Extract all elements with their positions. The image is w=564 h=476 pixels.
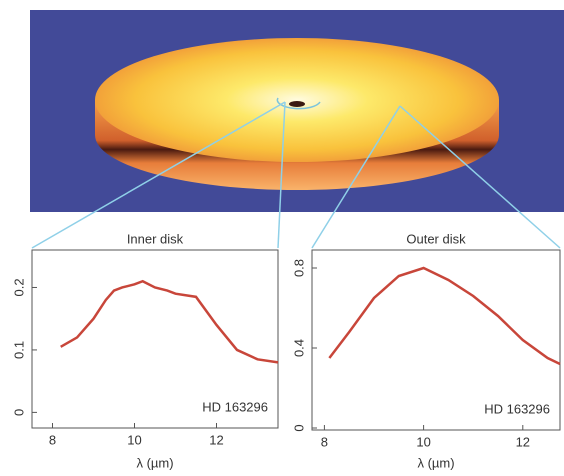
disk-illustration xyxy=(95,38,499,190)
y-tick-label: 0 xyxy=(291,424,306,431)
y-tick-label: 0.1 xyxy=(11,341,26,359)
y-tick-label: 0.8 xyxy=(291,259,306,277)
x-tick-label: 12 xyxy=(516,434,530,449)
x-tick-label: 8 xyxy=(321,434,328,449)
y-tick-label: 0.2 xyxy=(11,278,26,296)
x-tick-label: 10 xyxy=(416,434,430,449)
chart-title: Outer disk xyxy=(406,231,466,246)
x-tick-label: 8 xyxy=(49,432,56,447)
annotation: HD 163296 xyxy=(202,399,268,414)
x-axis-label: λ (µm) xyxy=(136,455,173,470)
y-tick-label: 0.4 xyxy=(291,339,306,357)
x-tick-label: 12 xyxy=(209,432,223,447)
y-tick-label: 0 xyxy=(11,409,26,416)
chart-title: Inner disk xyxy=(127,231,184,246)
x-axis-label: λ (µm) xyxy=(417,455,454,470)
figure: Inner disk λ (µm) HD 163296 8 10 12 0 0.1 0.2 Out… xyxy=(0,0,564,476)
x-tick-label: 10 xyxy=(127,432,141,447)
annotation: HD 163296 xyxy=(484,401,550,416)
